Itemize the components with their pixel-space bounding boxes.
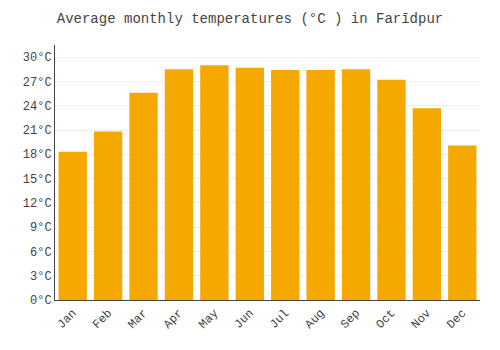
- svg-text:24°C: 24°C: [23, 100, 52, 114]
- svg-text:12°C: 12°C: [23, 197, 52, 211]
- svg-text:Jan: Jan: [55, 307, 80, 332]
- svg-text:Jun: Jun: [232, 307, 257, 332]
- svg-text:0°C: 0°C: [30, 294, 52, 308]
- svg-text:May: May: [196, 307, 221, 332]
- svg-text:Feb: Feb: [90, 307, 115, 332]
- svg-text:Mar: Mar: [125, 307, 150, 332]
- svg-text:18°C: 18°C: [23, 148, 52, 162]
- svg-text:21°C: 21°C: [23, 124, 52, 138]
- svg-text:3°C: 3°C: [30, 270, 52, 284]
- svg-text:Jul: Jul: [267, 307, 292, 332]
- svg-text:30°C: 30°C: [23, 51, 52, 65]
- svg-text:Sep: Sep: [338, 307, 363, 332]
- svg-text:9°C: 9°C: [30, 221, 52, 235]
- svg-text:6°C: 6°C: [30, 246, 52, 260]
- svg-text:Aug: Aug: [303, 307, 328, 332]
- svg-text:Nov: Nov: [409, 307, 434, 332]
- svg-text:Average monthly temperatures (: Average monthly temperatures (°C ) in Fa…: [57, 11, 443, 27]
- svg-text:Oct: Oct: [373, 307, 398, 332]
- svg-text:15°C: 15°C: [23, 173, 52, 187]
- svg-text:Dec: Dec: [444, 307, 469, 332]
- svg-text:Apr: Apr: [161, 307, 186, 332]
- svg-text:27°C: 27°C: [23, 76, 52, 90]
